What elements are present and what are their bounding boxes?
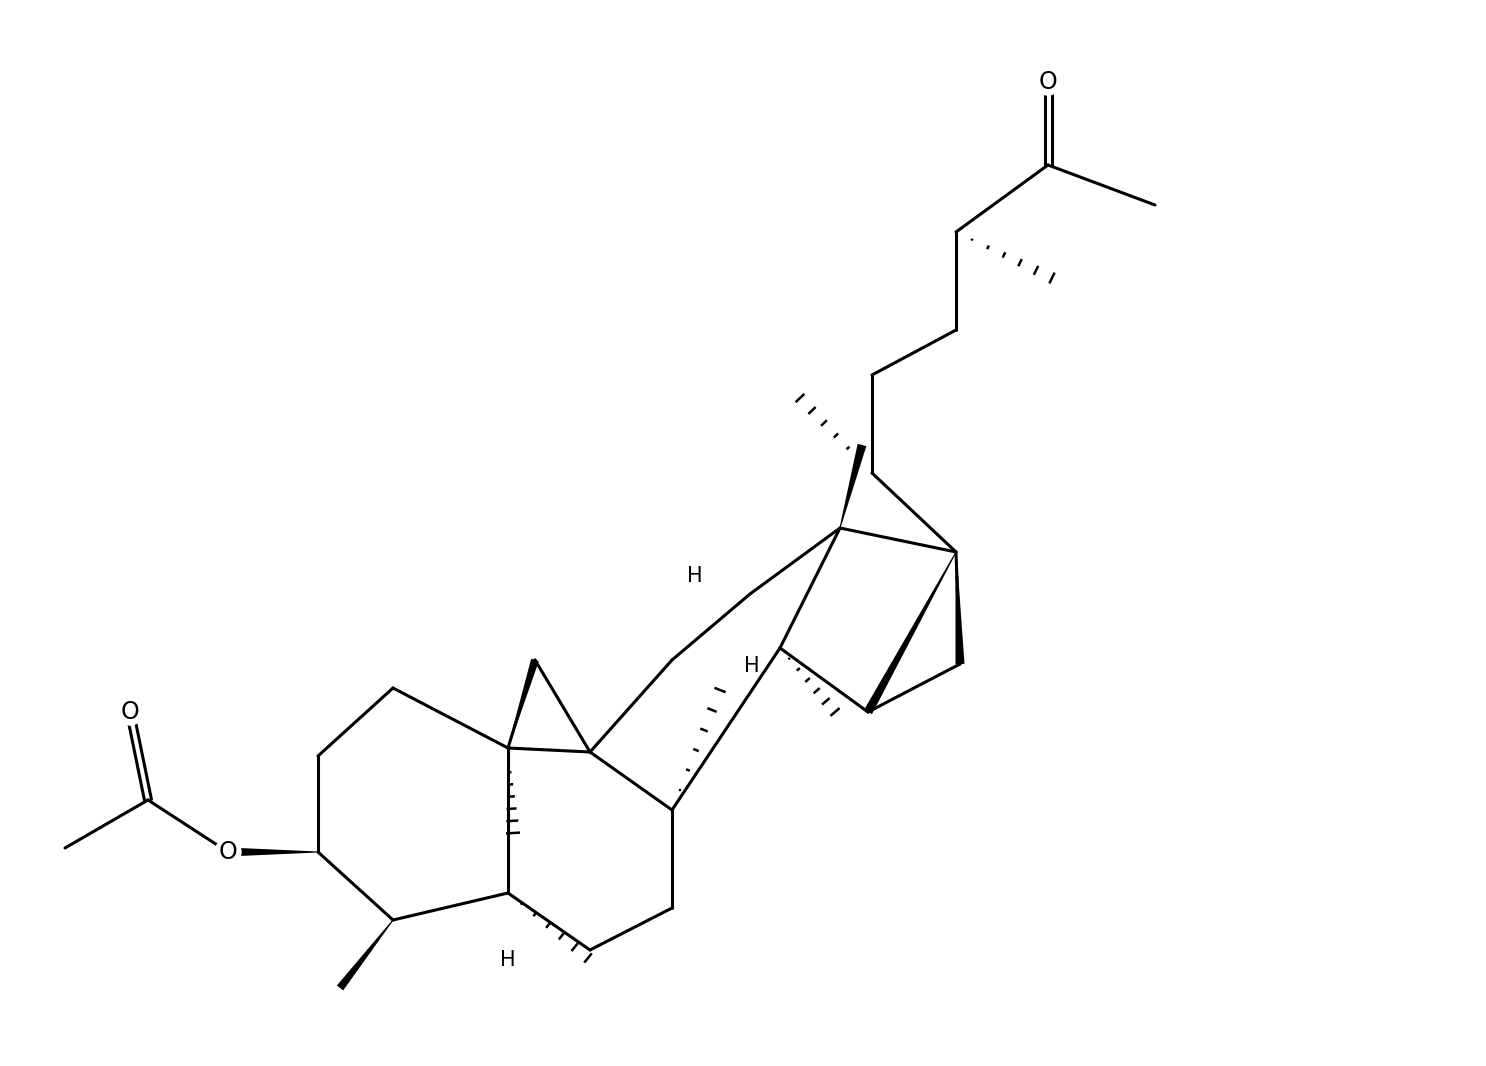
- Text: O: O: [120, 700, 140, 724]
- Circle shape: [215, 839, 241, 865]
- Polygon shape: [955, 552, 964, 664]
- Polygon shape: [337, 920, 394, 990]
- Text: H: H: [744, 656, 759, 676]
- Text: O: O: [218, 840, 238, 865]
- Circle shape: [496, 949, 519, 971]
- Circle shape: [684, 565, 706, 587]
- Circle shape: [1036, 69, 1061, 95]
- Polygon shape: [863, 552, 957, 714]
- Circle shape: [117, 699, 143, 725]
- Text: H: H: [501, 950, 516, 970]
- Text: O: O: [1039, 70, 1058, 94]
- Text: H: H: [687, 566, 703, 586]
- Polygon shape: [227, 847, 318, 856]
- Polygon shape: [508, 659, 539, 748]
- Polygon shape: [840, 443, 866, 528]
- Circle shape: [742, 656, 762, 676]
